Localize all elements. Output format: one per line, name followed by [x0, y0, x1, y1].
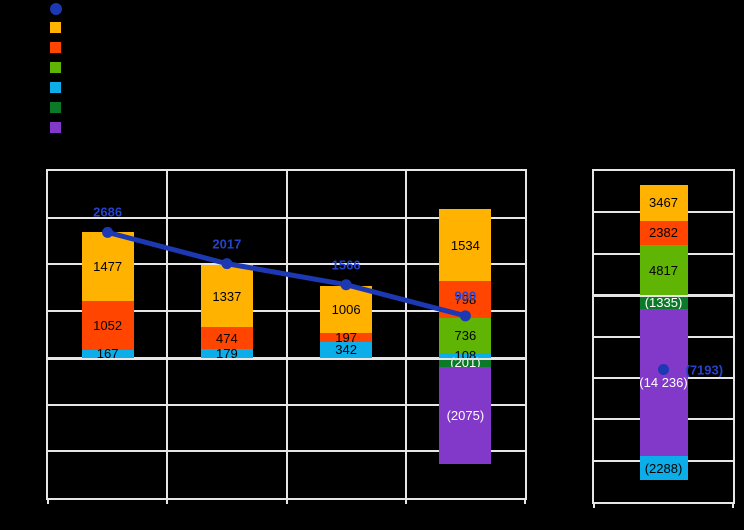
bar-segment-purple: (14 236) [639, 308, 688, 457]
bar-segment-orange: 1534 [439, 209, 492, 282]
legend-marker-darkgreen [50, 102, 61, 113]
legend-marker-cyan [50, 82, 61, 93]
segment-value-label: (1335) [644, 294, 683, 310]
segment-value-label: 342 [335, 342, 357, 358]
bar-segment-red: 1052 [81, 300, 134, 351]
trend-line-layer [102, 226, 471, 322]
bar-segment-orange: 1006 [320, 285, 373, 333]
segment-value-label: 1534 [450, 237, 480, 253]
segment-value-label: 167 [96, 346, 119, 362]
line-value-label: 2017 [212, 236, 242, 252]
line-value-label: 900 [454, 288, 477, 304]
segment-value-label: 1052 [93, 317, 123, 333]
segment-value-label: 736 [454, 328, 477, 344]
legend-marker-green [50, 62, 61, 73]
bar-segment-cyan: (2288) [639, 456, 688, 480]
stacked-bar-line-chart: 1477 1052 167 1337 474 179 1006 197 342 1534 798 73… [46, 169, 527, 504]
zero-line [594, 295, 733, 298]
gridline-v [404, 171, 407, 498]
line-point-marker [221, 258, 233, 270]
axis-tick [524, 500, 526, 504]
segment-value-label: 1006 [331, 301, 361, 317]
line-value-label: 1566 [331, 257, 361, 273]
bar-segment-cyan: 342 [320, 341, 373, 358]
segment-value-label: (14 236) [639, 375, 688, 391]
bar-segment-darkgreen: (1335) [639, 294, 688, 310]
segment-value-label: 474 [216, 330, 238, 346]
trend-line-layer [658, 364, 669, 376]
bar-segment-orange: 3467 [639, 184, 688, 221]
legend-marker-red [50, 42, 61, 53]
legend-marker-orange [50, 22, 61, 33]
gridline-v [285, 171, 288, 498]
legend-marker-line-series [50, 3, 62, 15]
bar-segment-green: 4817 [639, 245, 688, 296]
axis-tick [404, 500, 407, 504]
line-point-marker [102, 226, 114, 238]
segment-value-label: 197 [335, 329, 357, 345]
summary-stacked-bar-chart: 3467 2382 4817 (1335) (14 236) (2288) (7193) [592, 169, 735, 508]
bar-segment-orange: 1337 [200, 264, 253, 328]
line-point-marker [459, 310, 471, 322]
segment-value-label: (2288) [644, 460, 683, 476]
legend [0, 0, 200, 140]
segment-value-label: 179 [216, 346, 238, 362]
bar-segment-red: 197 [320, 329, 373, 345]
axis-tick [593, 504, 595, 508]
line-value-label: 2686 [93, 204, 123, 220]
zero-line [48, 357, 525, 360]
trend-line [105, 229, 468, 319]
bar-segment-green: 736 [439, 318, 492, 353]
segment-value-label: 798 [454, 292, 477, 308]
axis-tick [166, 500, 169, 504]
segment-value-label: 1477 [93, 258, 123, 274]
bar-segment-purple: (2075) [439, 367, 492, 465]
bar-segment-cyan: 179 [200, 346, 253, 362]
axis-tick [285, 500, 288, 504]
segment-value-label: 1337 [212, 288, 242, 304]
axis-tick [47, 500, 49, 504]
segment-value-label: 3467 [649, 195, 678, 211]
segment-value-label: 2382 [649, 225, 678, 241]
point-value-label: (7193) [685, 362, 724, 378]
bar-segment-cyan: 167 [81, 346, 134, 362]
bar-segment-red: 474 [200, 327, 253, 350]
line-point-marker [658, 364, 669, 376]
segment-value-label: (2075) [446, 408, 485, 424]
legend-marker-purple [50, 122, 61, 133]
bar-segment-red: 2382 [639, 220, 688, 246]
axis-tick [732, 504, 734, 508]
line-point-marker [340, 279, 352, 291]
bar-segment-orange: 1477 [81, 231, 134, 301]
gridline-v [166, 171, 169, 498]
segment-value-label: 4817 [649, 262, 678, 278]
